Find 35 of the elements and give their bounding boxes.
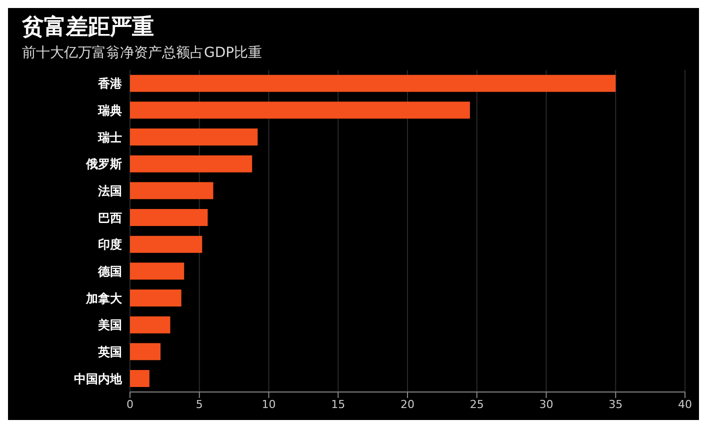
bar (130, 155, 252, 172)
y-tick-label: 美国 (97, 318, 122, 332)
x-tick-label: 35 (608, 398, 623, 411)
y-tick-label: 中国内地 (74, 372, 123, 386)
bar (130, 236, 202, 253)
bar (130, 102, 470, 119)
bar (130, 343, 161, 360)
x-tick-label: 0 (126, 398, 134, 411)
y-tick-label: 法国 (97, 184, 122, 198)
x-tick-label: 10 (262, 398, 276, 411)
x-tick-label: 30 (539, 398, 554, 411)
x-tick-label: 5 (196, 398, 203, 411)
y-tick-label: 巴西 (98, 210, 122, 225)
bar (130, 370, 150, 387)
y-tick-label: 俄罗斯 (85, 157, 122, 172)
bar (130, 316, 170, 334)
x-tick-label: 15 (331, 398, 346, 411)
y-tick-label: 印度 (98, 238, 122, 252)
bar (130, 208, 208, 226)
y-tick-label: 英国 (97, 345, 122, 360)
bar (130, 182, 214, 200)
bar (130, 128, 258, 146)
bar (130, 262, 184, 280)
y-tick-label: 瑞典 (97, 104, 122, 118)
y-tick-label: 加拿大 (85, 291, 123, 306)
bar (130, 289, 182, 306)
y-tick-label: 德国 (97, 264, 122, 279)
chart-title: 贫富差距严重 (22, 14, 154, 42)
chart-subtitle: 前十大亿万富翁净资产总额占GDP比重 (22, 44, 262, 62)
x-tick-label: 40 (678, 398, 692, 411)
x-tick-label: 20 (400, 398, 414, 411)
y-tick-label: 瑞士 (97, 130, 122, 144)
bar (130, 74, 616, 92)
x-tick-label: 25 (470, 398, 484, 411)
y-tick-label: 香港 (97, 76, 123, 91)
